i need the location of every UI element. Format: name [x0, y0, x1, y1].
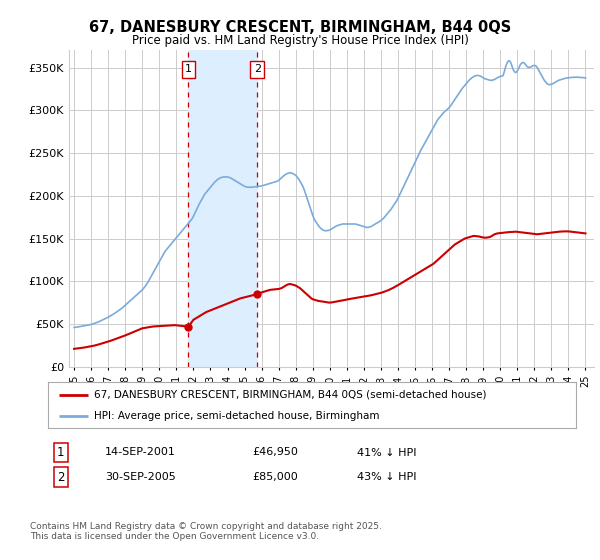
Text: 41% ↓ HPI: 41% ↓ HPI — [357, 447, 416, 458]
Text: Price paid vs. HM Land Registry's House Price Index (HPI): Price paid vs. HM Land Registry's House … — [131, 34, 469, 46]
Text: 2: 2 — [57, 470, 65, 484]
Text: Contains HM Land Registry data © Crown copyright and database right 2025.
This d: Contains HM Land Registry data © Crown c… — [30, 522, 382, 542]
Text: 1: 1 — [57, 446, 65, 459]
Text: 2: 2 — [254, 64, 261, 74]
Text: 1: 1 — [185, 64, 192, 74]
Text: HPI: Average price, semi-detached house, Birmingham: HPI: Average price, semi-detached house,… — [94, 411, 380, 421]
Text: 43% ↓ HPI: 43% ↓ HPI — [357, 472, 416, 482]
Bar — [188, 50, 257, 367]
Text: 30-SEP-2005: 30-SEP-2005 — [105, 472, 176, 482]
Text: 67, DANESBURY CRESCENT, BIRMINGHAM, B44 0QS: 67, DANESBURY CRESCENT, BIRMINGHAM, B44 … — [89, 20, 511, 35]
Text: £46,950: £46,950 — [252, 447, 298, 458]
Text: 14-SEP-2001: 14-SEP-2001 — [105, 447, 176, 458]
Text: £85,000: £85,000 — [252, 472, 298, 482]
Text: 67, DANESBURY CRESCENT, BIRMINGHAM, B44 0QS (semi-detached house): 67, DANESBURY CRESCENT, BIRMINGHAM, B44 … — [94, 390, 487, 400]
